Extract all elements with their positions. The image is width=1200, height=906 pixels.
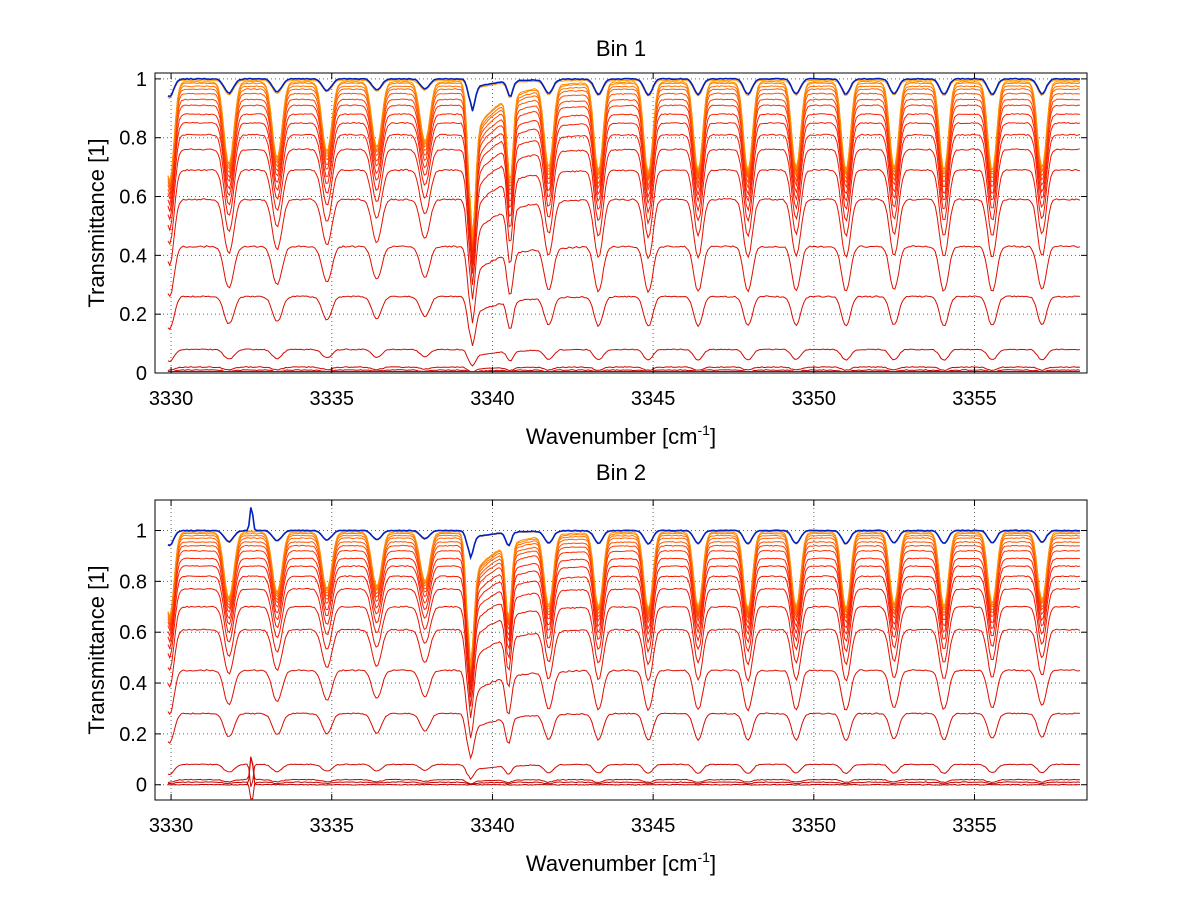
series-line — [167, 113, 1080, 255]
series-line — [167, 575, 1081, 690]
series-line — [167, 245, 1081, 324]
y-tick-label: 0.8 — [119, 128, 147, 150]
series-line — [167, 549, 1080, 677]
series-line — [167, 669, 1081, 739]
x-ticks: 3330 3335 3340 3345 3350 3355 — [149, 500, 997, 837]
series-line — [167, 507, 1080, 561]
x-tick-label: 3330 — [149, 815, 194, 837]
x-tick-label: 3350 — [792, 815, 837, 837]
plot-frame — [154, 499, 1088, 801]
series-line — [167, 79, 1080, 112]
y-tick-label: 1 — [136, 69, 147, 91]
series-line — [167, 98, 1080, 248]
x-tick-label: 3335 — [310, 388, 355, 410]
y-tick-label: 0.2 — [119, 724, 147, 746]
series-line — [167, 369, 1081, 373]
series-line — [167, 628, 1081, 719]
series-line — [167, 540, 1080, 672]
x-tick-label: 3340 — [470, 815, 515, 837]
series-line — [167, 757, 1080, 786]
series-line — [167, 348, 1081, 367]
series-line — [167, 85, 1080, 240]
x-tick-label: 3350 — [792, 388, 837, 410]
x-tick-label: 3355 — [952, 388, 997, 410]
y-tick-label: 0 — [136, 775, 147, 797]
series-line — [167, 148, 1081, 274]
series-lines — [167, 77, 1081, 373]
y-axis-label: Transmittance [1] — [84, 138, 109, 307]
series-line — [167, 565, 1081, 685]
series-line — [167, 80, 1081, 238]
x-tick-label: 3340 — [470, 388, 515, 410]
series-line — [167, 133, 1081, 266]
series-line — [167, 763, 1080, 787]
x-tick-label: 3345 — [631, 815, 676, 837]
y-tick-label: 0 — [136, 363, 147, 385]
series-line — [167, 605, 1080, 707]
panel-bin-2: Bin 2 3330 3335 3340 3345 3350 3355 0 0.2 0.4 0.… — [84, 460, 1088, 876]
series-line — [167, 530, 1080, 561]
panel-bin-1: Bin 1 3330 3335 3340 3345 3350 3355 0 0.2 0.4 0.… — [84, 36, 1088, 449]
y-tick-label: 0.4 — [119, 673, 147, 695]
y-tick-label: 1 — [136, 521, 147, 543]
y-tick-label: 0.6 — [119, 187, 147, 209]
x-tick-label: 3345 — [631, 388, 676, 410]
series-line — [167, 756, 1080, 785]
series-lines — [167, 507, 1081, 800]
series-line — [167, 92, 1080, 244]
chart-title: Bin 2 — [596, 460, 646, 485]
y-tick-label: 0.4 — [119, 245, 147, 267]
series-line — [167, 77, 1081, 112]
series-line — [167, 121, 1081, 261]
series-line — [167, 198, 1081, 300]
x-axis-label: Wavenumber [cm-1] — [526, 422, 716, 449]
x-tick-label: 3330 — [149, 388, 194, 410]
y-axis-label: Transmittance [1] — [84, 565, 109, 734]
y-tick-label: 0.6 — [119, 622, 147, 644]
series-line — [167, 544, 1080, 674]
x-tick-label: 3355 — [952, 815, 997, 837]
series-line — [167, 104, 1080, 250]
plot-frame — [154, 72, 1088, 374]
series-line — [167, 168, 1080, 286]
series-line — [167, 712, 1080, 760]
series-line — [167, 557, 1080, 681]
y-ticks: 0 0.2 0.4 0.6 0.8 1 — [119, 69, 1087, 385]
x-tick-label: 3335 — [310, 815, 355, 837]
series-line — [167, 587, 1081, 698]
series-line — [167, 295, 1080, 347]
series-line — [167, 366, 1080, 372]
y-tick-label: 0.8 — [119, 571, 147, 593]
y-tick-label: 0.2 — [119, 304, 147, 326]
y-ticks: 0 0.2 0.4 0.6 0.8 1 — [119, 521, 1087, 797]
x-ticks: 3330 3335 3340 3345 3350 3355 — [149, 73, 997, 410]
series-line — [167, 531, 1081, 667]
chart-title: Bin 1 — [596, 36, 646, 61]
series-line — [167, 781, 1081, 800]
x-axis-label: Wavenumber [cm-1] — [526, 849, 716, 876]
